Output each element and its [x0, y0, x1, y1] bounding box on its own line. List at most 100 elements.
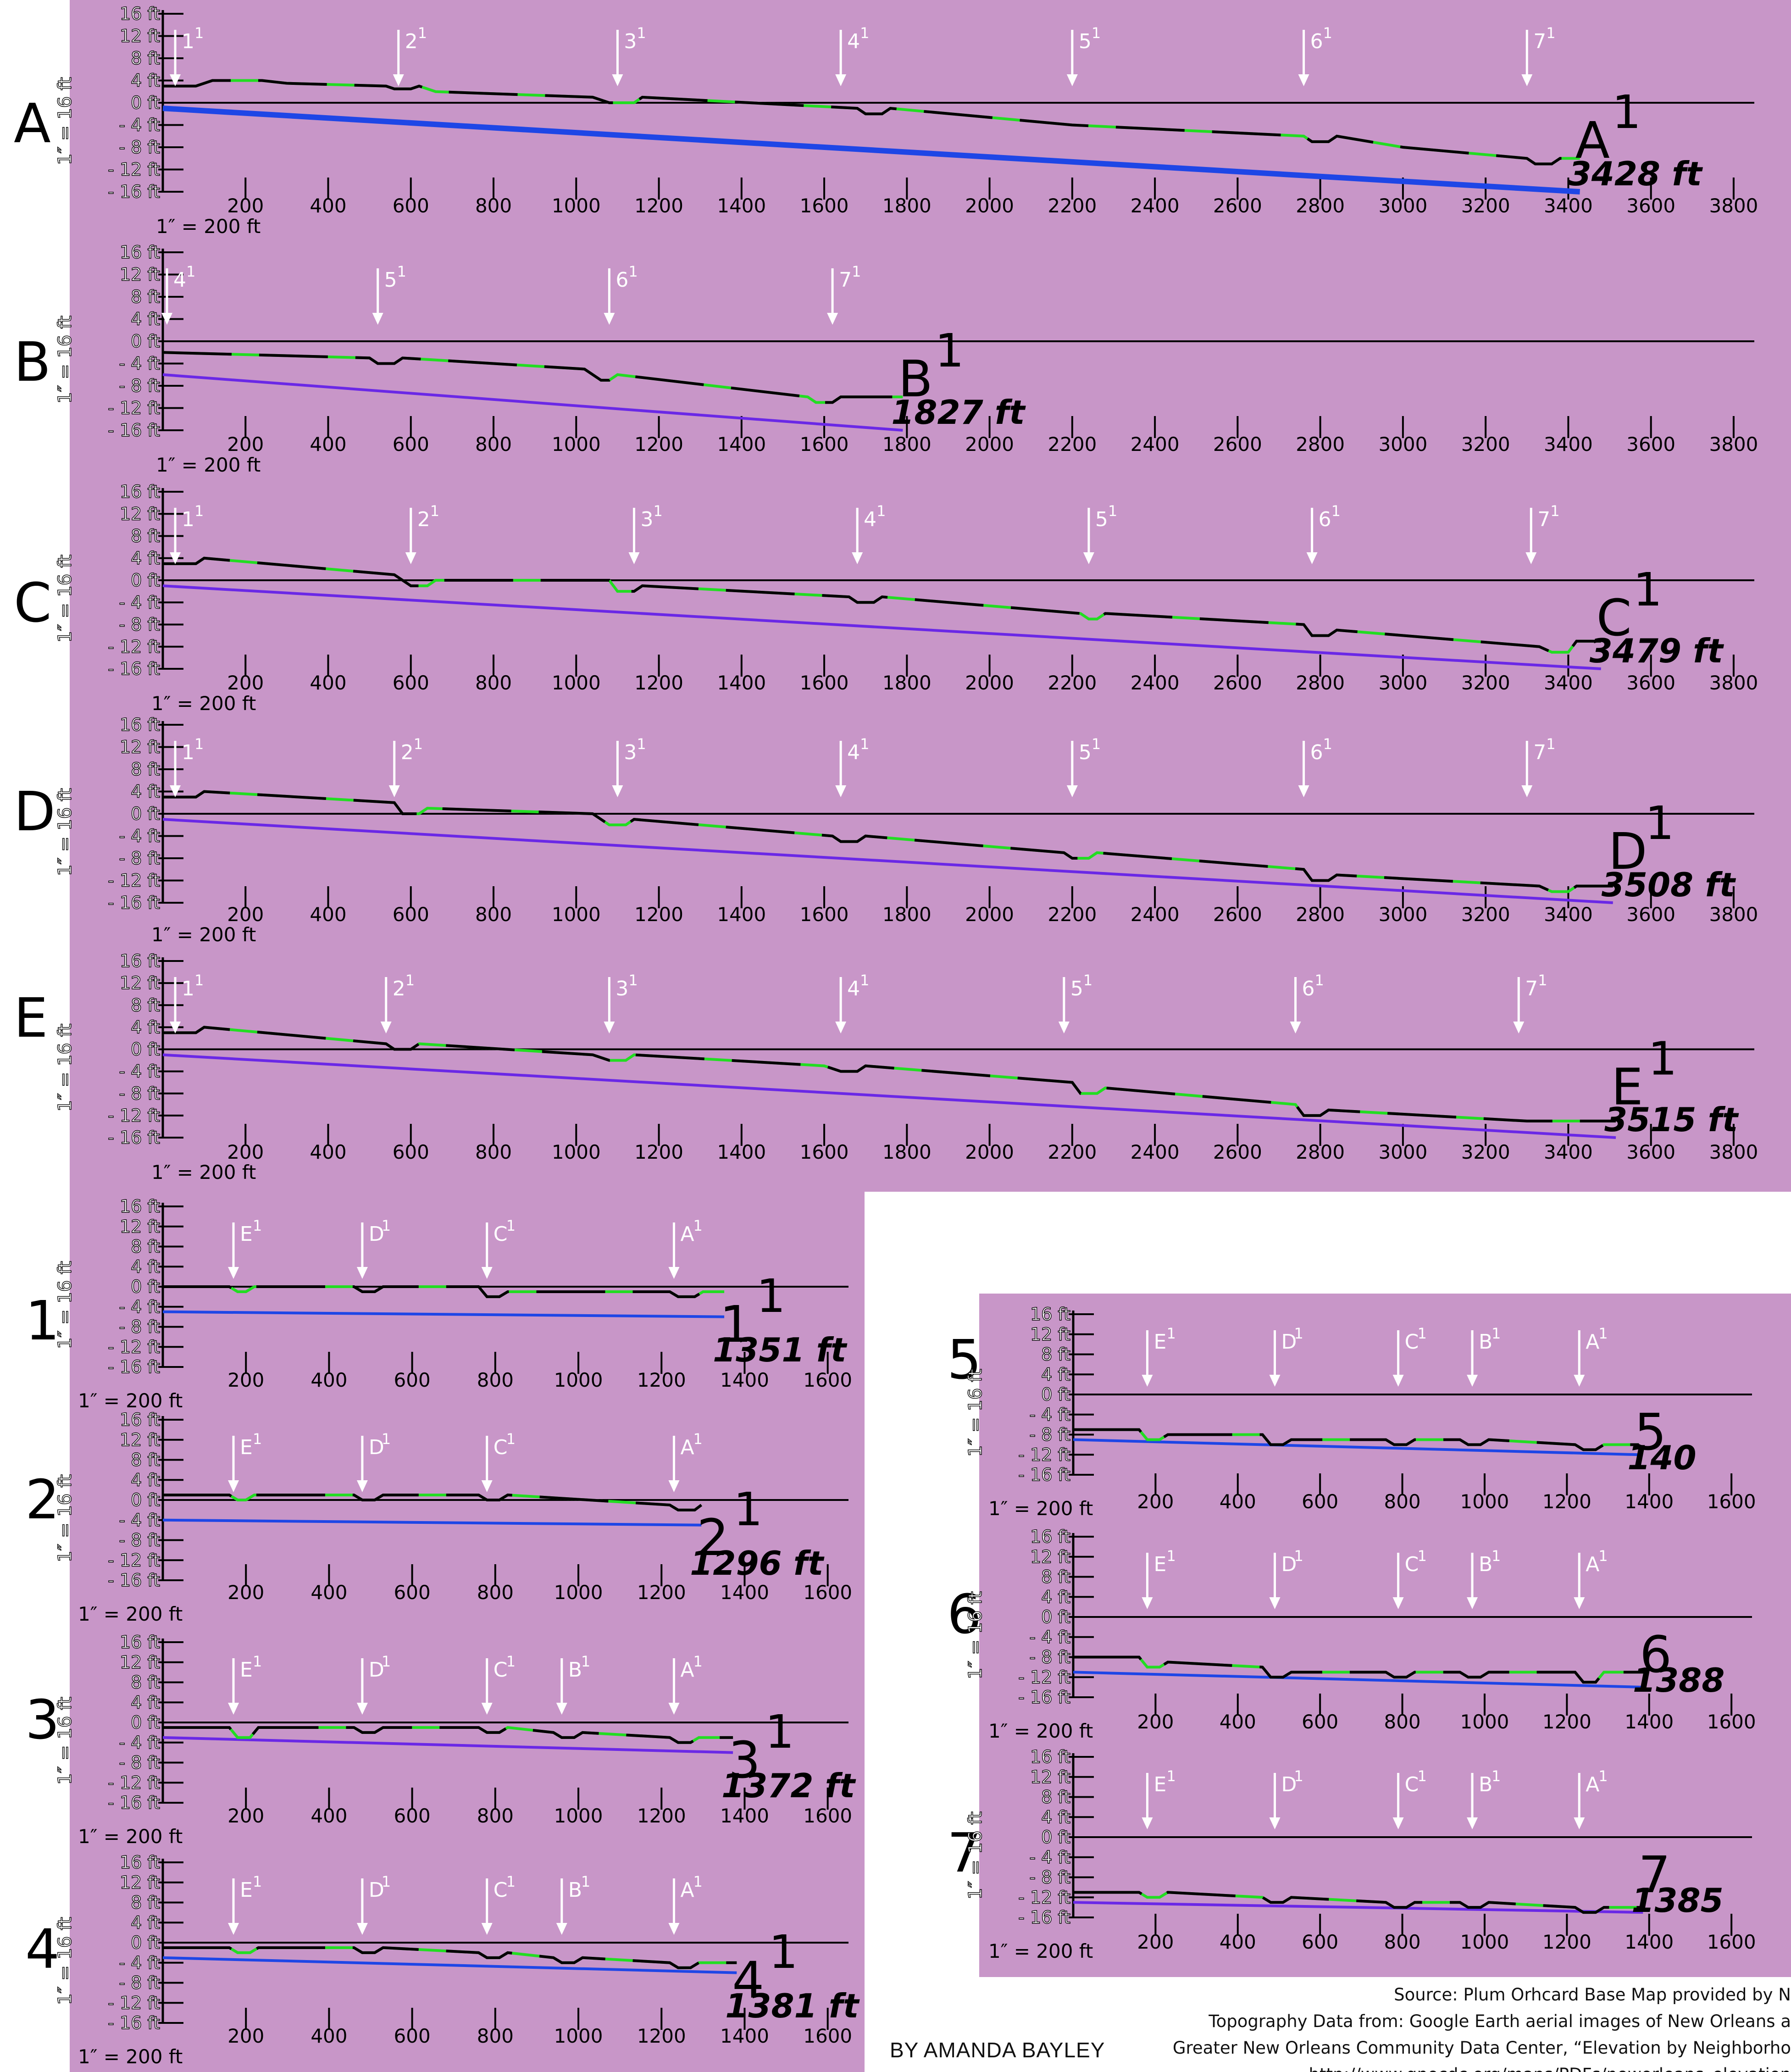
x-tick-label: 1000 — [552, 903, 601, 926]
y-tick-label: - 4 ft — [119, 1510, 160, 1530]
marker-sup: 1 — [506, 1430, 516, 1448]
x-tick-label: 1400 — [720, 2025, 769, 2047]
marker-arrow-head — [1521, 74, 1533, 86]
x-tick-label: 800 — [477, 1805, 514, 1827]
y-tick-label: - 4 ft — [1029, 1405, 1070, 1425]
end-label-sup: 1 — [765, 1705, 794, 1759]
x-tick-label: 1000 — [554, 2025, 603, 2047]
x-tick-label: 800 — [475, 903, 512, 926]
y-tick-label: - 8 ft — [119, 137, 160, 157]
ground-profile — [163, 1946, 737, 1969]
marker-sup: 1 — [194, 24, 204, 42]
x-tick-label: 1600 — [800, 194, 849, 217]
marker-label: 1 — [182, 741, 194, 764]
grade-line — [162, 1053, 1616, 1139]
length-label: 1381 ft — [725, 1987, 860, 2025]
y-tick-label: - 16 ft — [1018, 1465, 1070, 1485]
x-axis-label: 1″ = 200 ft — [156, 454, 261, 476]
x-tick-label: 1800 — [882, 433, 932, 456]
marker-sup: 1 — [506, 1873, 516, 1890]
x-tick-label: 1600 — [803, 1581, 852, 1604]
grade-line — [162, 1736, 733, 1754]
marker-label: A — [680, 1658, 694, 1682]
y-tick-label: 0 ft — [131, 1277, 160, 1297]
x-tick-label: 2000 — [965, 433, 1014, 456]
marker-sup: 1 — [418, 24, 427, 42]
y-tick-label: - 8 ft — [1029, 1425, 1070, 1445]
x-tick-label: 1600 — [1707, 1931, 1756, 1953]
x-tick-label: 1800 — [882, 194, 932, 217]
marker-label: 2 — [405, 30, 418, 53]
profile-chart-B: B 16 ft 12 ft8 ft4 ft0 ft - 4 ft- 8 ft- 12 … — [14, 242, 1758, 476]
marker-sup: 1 — [1166, 1767, 1176, 1785]
x-tick-label: 2200 — [1048, 1141, 1097, 1163]
credit-line: http://www.gnocdc.org/maps/PDFs/neworlea… — [1140, 2061, 1791, 2072]
x-tick-label: 3600 — [1626, 1141, 1675, 1163]
y-tick-label: 16 ft — [1030, 1527, 1070, 1547]
marker-arrow-head — [1574, 1375, 1585, 1387]
y-tick-label: 12 ft — [120, 265, 160, 285]
marker-label: 5 — [1070, 977, 1083, 1000]
y-tick-label: - 8 ft — [119, 1317, 160, 1337]
marker-arrow-head — [1525, 552, 1537, 564]
marker-arrow-head — [481, 1703, 493, 1715]
y-axis-label: 1″ = 16 ft — [965, 1811, 986, 1900]
y-tick-label: - 12 ft — [108, 1105, 160, 1126]
x-tick-label: 800 — [1384, 1711, 1420, 1733]
grade-line — [162, 1518, 702, 1527]
y-axis-label: 1″ = 16 ft — [55, 1474, 76, 1562]
x-tick-label: 400 — [1220, 1931, 1256, 1953]
x-tick-label: 1200 — [1542, 1490, 1591, 1513]
x-tick-label: 600 — [393, 194, 429, 217]
marker-sup: 1 — [1166, 1547, 1176, 1565]
marker-label: D — [1281, 1330, 1297, 1354]
x-tick-label: 1200 — [634, 433, 683, 456]
y-tick-label: 8 ft — [131, 48, 160, 68]
y-tick-label: 4 ft — [131, 71, 160, 91]
x-tick-label: 2600 — [1213, 433, 1262, 456]
y-tick-label: 16 ft — [120, 715, 160, 735]
row-label: E — [14, 986, 48, 1050]
x-tick-label: 1000 — [552, 672, 601, 694]
x-tick-label: 3800 — [1709, 903, 1758, 926]
y-tick-label: 0 ft — [131, 93, 160, 113]
marker-sup: 1 — [581, 1873, 590, 1890]
marker-arrow-head — [1066, 785, 1078, 797]
x-tick-label: 1000 — [1460, 1931, 1509, 1953]
marker-sup: 1 — [628, 972, 638, 989]
x-axis-label: 1″ = 200 ft — [78, 1825, 183, 1848]
y-tick-label: 8 ft — [131, 1893, 160, 1913]
ground-profile — [1073, 1428, 1639, 1451]
row-label: 5 — [947, 1328, 981, 1391]
x-tick-label: 200 — [227, 1369, 264, 1391]
marker-label: D — [369, 1658, 384, 1682]
x-axis-label: 1″ = 200 ft — [78, 1603, 183, 1625]
marker-label: 7 — [1533, 741, 1546, 764]
end-label-sup: 1 — [1645, 796, 1675, 850]
x-tick-label: 2200 — [1048, 672, 1097, 694]
x-axis-label: 1″ = 200 ft — [151, 923, 256, 946]
marker-arrow-head — [1392, 1817, 1404, 1829]
y-tick-label: - 4 ft — [1029, 1847, 1070, 1867]
end-label-sup: 1 — [1633, 563, 1663, 617]
marker-label: 4 — [847, 30, 860, 53]
ground-profile — [163, 79, 1580, 166]
x-tick-label: 600 — [393, 672, 429, 694]
marker-sup: 1 — [1538, 972, 1547, 989]
y-tick-label: 4 ft — [131, 309, 160, 329]
x-tick-label: 600 — [394, 1805, 431, 1827]
x-tick-label: 2600 — [1213, 1141, 1262, 1163]
marker-sup: 1 — [253, 1217, 262, 1234]
marker-sup: 1 — [1492, 1325, 1501, 1342]
marker-arrow-head — [380, 1022, 392, 1033]
y-tick-label: - 8 ft — [119, 1530, 160, 1550]
marker-arrow-head — [372, 313, 383, 325]
marker-label: 6 — [615, 268, 628, 292]
x-tick-label: 200 — [227, 2025, 264, 2047]
marker-arrow-head — [835, 74, 847, 86]
x-tick-label: 800 — [477, 1581, 514, 1604]
marker-arrow-head — [228, 1267, 239, 1279]
y-tick-label: - 8 ft — [119, 1083, 160, 1104]
